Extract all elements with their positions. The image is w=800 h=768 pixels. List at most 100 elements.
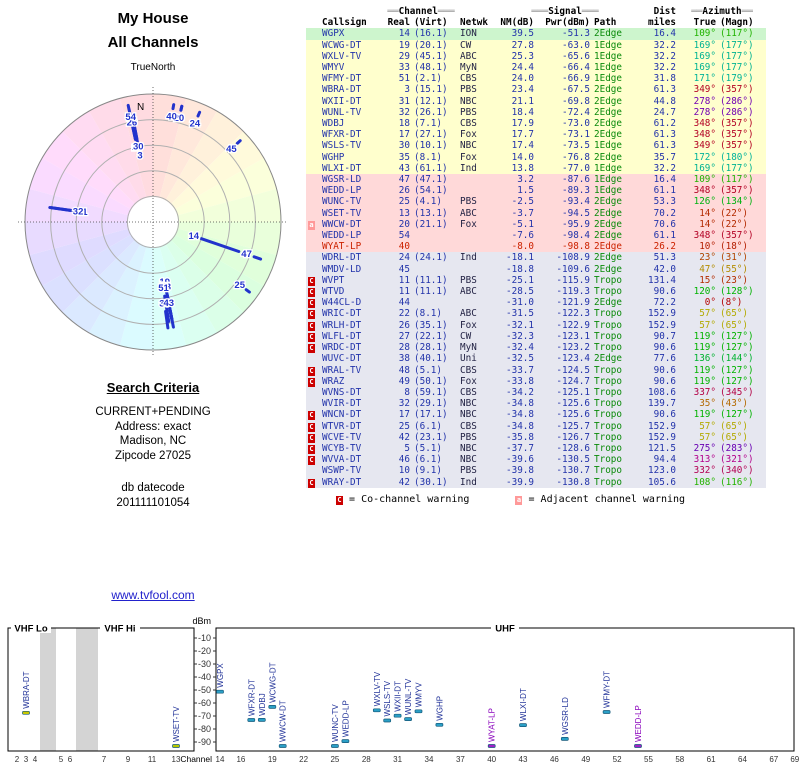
radar-sector: [153, 222, 277, 286]
channel-tick-label: 61: [707, 755, 716, 764]
cell-power: -123.2: [556, 342, 590, 354]
cell-callsign: WLFL-DT: [322, 330, 362, 342]
cell-callsign: WMDV-LD: [322, 263, 362, 275]
co-channel-legend-text: = Co-channel warning: [349, 493, 470, 505]
cell-nm: -33.7: [506, 364, 534, 376]
cell-power: -124.5: [556, 364, 590, 376]
cell-callsign: WVNS-DT: [322, 386, 362, 398]
cell-nm: 1.5: [517, 185, 534, 197]
cell-warning: [306, 353, 320, 364]
cell-network: PBS: [460, 196, 477, 208]
cell-azimuth-magnetic: (177°): [720, 162, 754, 174]
cell-channel-real: 17: [398, 129, 410, 141]
cell-warning: C: [306, 275, 320, 286]
vhf-lo-label: VHF Lo: [14, 624, 47, 635]
cell-power: -125.6: [556, 398, 590, 410]
cell-power: -77.0: [562, 162, 590, 174]
cell-warning: C: [306, 286, 320, 298]
cell-warning: [306, 208, 320, 219]
cell-channel-virtual: (48.1): [414, 62, 448, 74]
cell-channel-real: 11: [398, 274, 410, 286]
radar-station-label: 19: [159, 277, 170, 288]
station-row: WXII-DT 31 (12.1) NBC 21.1 -69.8 2Edge 44.8 278°…: [306, 95, 766, 107]
cell-nm: 27.8: [511, 39, 534, 51]
cell-nm: 18.4: [511, 106, 534, 118]
spectrum-marker: [247, 718, 256, 722]
cell-nm: 39.5: [511, 28, 534, 40]
cell-network: CBS: [460, 73, 477, 85]
radar-station-tick: [171, 103, 176, 111]
cell-warning: [306, 51, 320, 62]
station-row: C WRIC-DT 22 (8.1) ABC -31.5 -122.3 Tropo 152.9 5…: [306, 308, 766, 320]
search-address-type: Address: exact: [114, 420, 192, 433]
cell-nm: -39.9: [506, 476, 534, 488]
station-row: WDBJ 18 (7.1) CBS 17.9 -73.0 2Edge 61.2 348° (357…: [306, 118, 766, 130]
cell-power: -124.7: [556, 375, 590, 387]
radar-station-label: 40: [166, 111, 177, 122]
tvfool-link[interactable]: www.tvfool.com: [111, 588, 195, 602]
cell-warning: [306, 107, 320, 118]
cell-warning: [306, 152, 320, 163]
cell-path: 1Edge: [594, 162, 622, 174]
spectrum-marker: [257, 718, 266, 722]
radar-station-label: 45: [226, 144, 237, 155]
cell-azimuth-magnetic: (127°): [720, 409, 754, 421]
radar-sector: [153, 222, 187, 350]
cell-channel-real: 43: [398, 162, 410, 174]
cell-network: NBC: [460, 409, 477, 421]
cell-callsign: WGPX: [322, 28, 345, 40]
cell-miles: 90.7: [653, 330, 676, 342]
cell-power: -125.6: [556, 409, 590, 421]
cell-miles: 26.2: [653, 241, 676, 253]
co-channel-warning-icon: C: [308, 310, 315, 320]
vhf-band-box: [7, 627, 195, 752]
dbm-tick-label: -30: [198, 659, 211, 669]
cell-channel-virtual: (8.1): [414, 151, 442, 163]
cell-miles: 77.6: [653, 353, 676, 365]
cell-callsign: WWCW-DT: [322, 218, 362, 230]
station-row: C WRAL-TV 48 (5.1) CBS -33.7 -124.5 Tropo 90.6 11…: [306, 364, 766, 376]
cell-azimuth-magnetic: (117°): [720, 28, 754, 40]
cell-warning: C: [306, 365, 320, 376]
radar-station-label: 47: [241, 249, 252, 260]
cell-channel-virtual: (6.1): [414, 420, 442, 432]
cell-azimuth-true: 126°: [693, 196, 716, 208]
spectrum-station-label: WFMY-DT: [603, 671, 612, 708]
cell-azimuth-magnetic: (340°): [720, 465, 754, 477]
cell-azimuth-true: 313°: [693, 454, 716, 466]
cell-channel-real: 42: [398, 476, 410, 488]
cell-power: -123.4: [556, 353, 590, 365]
cell-channel-real: 25: [398, 196, 410, 208]
cell-channel-virtual: (47.1): [414, 174, 448, 186]
cell-power: -130.7: [556, 465, 590, 477]
cell-callsign: WGHP: [322, 151, 345, 163]
radar-sector: [62, 111, 153, 222]
cell-channel-real: 20: [398, 218, 410, 230]
cell-channel-virtual: (16.1): [414, 28, 448, 40]
spectrum-station-label: WEDD-LP: [634, 705, 643, 742]
cell-power: -72.4: [562, 106, 590, 118]
cell-warning: C: [306, 432, 320, 443]
cell-channel-real: 18: [398, 118, 410, 130]
cell-channel-virtual: (26.1): [414, 106, 448, 118]
cell-nm: 25.3: [511, 50, 534, 62]
radar-ring: [75, 144, 231, 300]
co-channel-warning-icon: C: [308, 444, 315, 454]
cell-power: -93.4: [562, 196, 590, 208]
cell-callsign: WBRA-DT: [322, 84, 362, 96]
cell-azimuth-magnetic: (127°): [720, 330, 754, 342]
cell-network: CBS: [460, 420, 477, 432]
cell-channel-real: 24: [398, 252, 410, 264]
band-label-bg: [100, 623, 140, 633]
radar-station-label: 35: [159, 299, 170, 310]
station-row: C WRDC-DT 28 (28.1) MyN -32.4 -123.2 Tropo 90.6 1…: [306, 342, 766, 354]
co-channel-warning-icon: C: [308, 377, 315, 387]
cell-warning: C: [306, 308, 320, 320]
channel-tick-label: 3: [24, 755, 29, 764]
cell-azimuth-magnetic: (127°): [720, 375, 754, 387]
cell-azimuth-magnetic: (177°): [720, 39, 754, 51]
cell-callsign: WVIR-DT: [322, 398, 362, 410]
cell-nm: 17.4: [511, 140, 534, 152]
cell-warning: [306, 196, 320, 207]
cell-nm: 21.1: [511, 95, 534, 107]
